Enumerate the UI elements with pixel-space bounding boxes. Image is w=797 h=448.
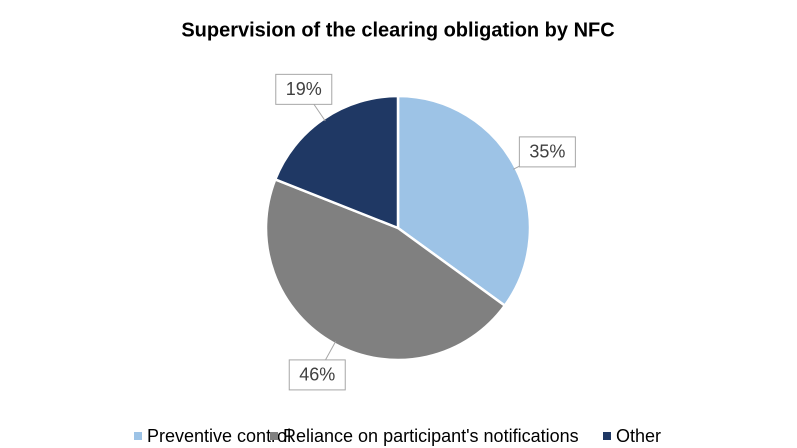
label-box [275,73,333,105]
legend-swatch [134,432,142,440]
chart-title: Supervision of the clearing obligation b… [181,19,614,41]
legend-swatch [603,432,611,440]
legend-label: Other [616,426,661,446]
data-label: 46% [299,365,335,385]
label-box [288,359,346,391]
legend-label: Reliance on participant's notifications [283,426,579,446]
legend-label: Preventive control [147,426,291,446]
label-box [518,136,576,168]
data-label: 35% [529,142,565,162]
legend-swatch [270,432,278,440]
data-label: 19% [286,79,322,99]
